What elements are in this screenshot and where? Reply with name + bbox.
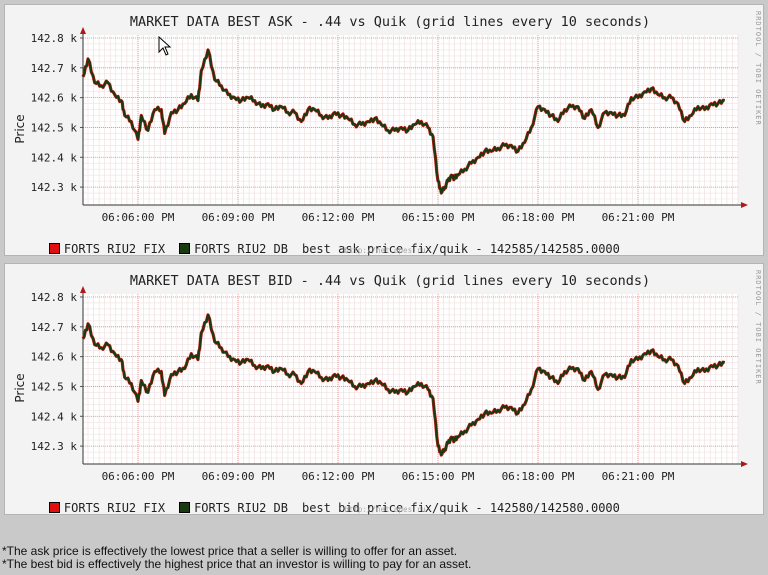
best-bid-footnote: *The best bid is effectively the highest…	[2, 557, 472, 571]
y-tick-label: 142.3 k	[31, 181, 78, 194]
x-tick-label: 06:21:00 PM	[602, 470, 675, 483]
legend-swatch-fix	[48, 502, 60, 513]
ask-legend: FORTS RIU2 FIX FORTS RIU2 DB best ask pric…	[20, 228, 620, 270]
bid-chart-panel: 06:06:00 PM 06:09:00 PM 06:12:00 PM 06:15:0…	[4, 263, 764, 515]
legend-item-db: FORTS RIU2 DB	[179, 501, 288, 515]
x-tick-label: 06:06:00 PM	[102, 470, 175, 483]
x-tick-label: 06:15:00 PM	[402, 470, 475, 483]
y-tick-label: 142.4 k	[31, 151, 78, 164]
y-tick-label: 142.8 k	[31, 291, 78, 304]
bid-rrdtool-credit: RRDTOOL / TOBI OETIKER	[754, 270, 762, 385]
ask-rrdtool-credit: RRDTOOL / TOBI OETIKER	[754, 11, 762, 126]
legend-swatch-fix	[48, 243, 60, 254]
x-tick-label: 06:18:00 PM	[502, 211, 575, 224]
footnotes: *The ask price is effectively the lowest…	[2, 545, 471, 571]
y-tick-label: 142.5 k	[31, 380, 78, 393]
x-tick-label: 06:09:00 PM	[202, 470, 275, 483]
y-axis-arrow	[80, 286, 86, 293]
bid-legend-note: best bid price fix/quik - 142580/142580.…	[301, 501, 620, 515]
y-axis-arrow	[80, 27, 86, 34]
series-line-db	[82, 313, 726, 457]
legend-label-db: FORTS RIU2 DB	[194, 501, 288, 515]
y-tick-label: 142.4 k	[31, 410, 78, 423]
legend-swatch-db	[179, 502, 191, 513]
series-line-db	[81, 48, 725, 195]
ask-chart-panel: 06:06:00 PM 06:09:00 PM 06:12:00 PM 06:15:0…	[4, 4, 764, 256]
ask-chart-title: MARKET DATA BEST ASK - .44 vs Quik (grid…	[129, 14, 651, 30]
bid-legend: FORTS RIU2 FIX FORTS RIU2 DB best bid pric…	[20, 487, 620, 529]
x-tick-label: 06:15:00 PM	[402, 211, 475, 224]
x-tick-label: 06:21:00 PM	[602, 211, 675, 224]
x-tick-label: 06:12:00 PM	[302, 211, 375, 224]
legend-item-db: FORTS RIU2 DB	[179, 242, 288, 256]
x-tick-label: 06:06:00 PM	[102, 211, 175, 224]
x-axis-arrow	[741, 461, 748, 467]
x-tick-label: 06:18:00 PM	[502, 470, 575, 483]
ask-legend-note: best ask price fix/quik - 142585/142585.…	[301, 242, 620, 256]
y-tick-label: 142.8 k	[31, 32, 78, 45]
y-tick-label: 142.6 k	[31, 351, 78, 364]
legend-swatch-db	[179, 243, 191, 254]
bid-chart-title: MARKET DATA BEST BID - .44 vs Quik (grid…	[129, 273, 651, 289]
bid-chart: 06:06:00 PM 06:09:00 PM 06:12:00 PM 06:15:0…	[31, 286, 748, 483]
legend-item-fix: FORTS RIU2 FIX	[48, 242, 166, 256]
bid-watermark: http://net.opes.ru	[344, 505, 426, 514]
y-tick-label: 142.3 k	[31, 440, 78, 453]
legend-label-db: FORTS RIU2 DB	[194, 242, 288, 256]
ask-watermark: http://net.opes.ru	[344, 246, 426, 255]
legend-label-fix: FORTS RIU2 FIX	[63, 501, 166, 515]
legend-item-fix: FORTS RIU2 FIX	[48, 501, 166, 515]
y-tick-label: 142.7 k	[31, 62, 78, 75]
legend-label-fix: FORTS RIU2 FIX	[63, 242, 166, 256]
x-tick-label: 06:09:00 PM	[202, 211, 275, 224]
bid-y-axis-label: Price	[13, 373, 27, 403]
y-tick-label: 142.5 k	[31, 121, 78, 134]
y-tick-label: 142.6 k	[31, 92, 78, 105]
ask-chart: 06:06:00 PM 06:09:00 PM 06:12:00 PM 06:15:0…	[31, 27, 748, 224]
x-tick-label: 06:12:00 PM	[302, 470, 375, 483]
y-tick-label: 142.7 k	[31, 321, 78, 334]
x-axis-arrow	[741, 202, 748, 208]
ask-price-footnote: *The ask price is effectively the lowest…	[2, 544, 458, 558]
ask-y-axis-label: Price	[13, 114, 27, 144]
mouse-pointer-icon	[158, 36, 172, 56]
